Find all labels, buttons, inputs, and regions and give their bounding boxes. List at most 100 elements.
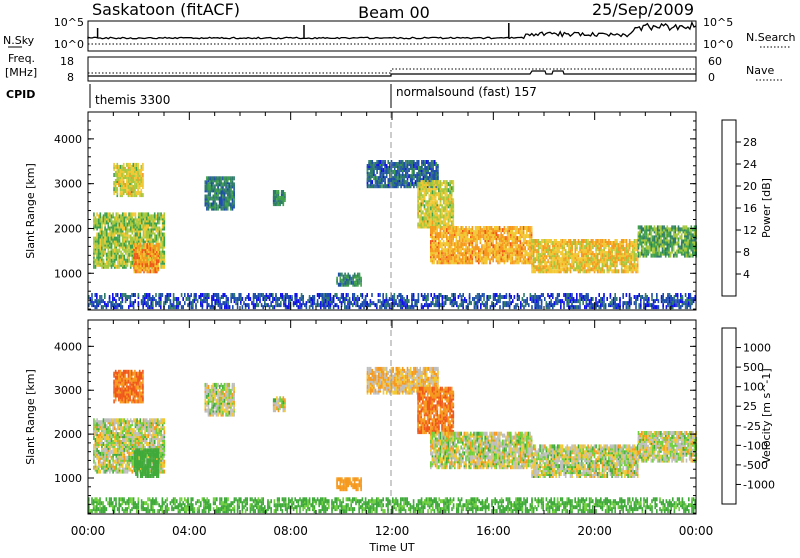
data-cell-9 bbox=[452, 242, 454, 246]
data-cell-0 bbox=[235, 297, 237, 301]
data-cell-0 bbox=[565, 297, 567, 301]
data-cell-0 bbox=[432, 297, 434, 301]
data-cell-9 bbox=[446, 252, 448, 256]
data-cell-7 bbox=[400, 160, 402, 164]
data-cell-10 bbox=[551, 239, 553, 243]
data-cell-7 bbox=[416, 166, 418, 170]
data-cell-9 bbox=[500, 232, 502, 236]
data-cell-10 bbox=[576, 261, 578, 265]
data-cell-0 bbox=[394, 293, 396, 297]
data-cell-10 bbox=[568, 239, 570, 243]
data-cell-0 bbox=[197, 299, 199, 303]
data-cell-10 bbox=[551, 249, 553, 253]
data-cell-0 bbox=[357, 295, 359, 299]
data-cell-3 bbox=[151, 243, 153, 247]
data-cell-0 bbox=[418, 297, 420, 301]
data-cell-0 bbox=[118, 303, 120, 307]
data-cell-9 bbox=[444, 248, 446, 252]
data-cell-9 bbox=[513, 226, 515, 230]
data-cell-10 bbox=[608, 239, 610, 243]
data-cell-0 bbox=[686, 297, 688, 301]
data-cell-0 bbox=[445, 295, 447, 299]
data-cell-5 bbox=[275, 198, 277, 202]
data-cell-0 bbox=[325, 305, 327, 309]
data-cell-9 bbox=[513, 252, 515, 256]
data-cell-1 bbox=[140, 225, 142, 229]
data-cell-4 bbox=[232, 180, 234, 184]
data-cell-0 bbox=[550, 299, 552, 303]
data-cell-5 bbox=[273, 190, 275, 194]
data-cell-0 bbox=[291, 295, 293, 299]
data-cell-1 bbox=[164, 216, 166, 220]
data-cell-4 bbox=[208, 176, 210, 180]
data-cell-10 bbox=[559, 241, 561, 245]
data-cell-10 bbox=[539, 265, 541, 269]
data-cell-2 bbox=[121, 165, 123, 169]
data-cell-9 bbox=[505, 228, 507, 232]
data-cell-7 bbox=[432, 160, 434, 164]
data-cell-0 bbox=[352, 293, 354, 297]
data-cell-2 bbox=[137, 187, 139, 191]
data-cell-10 bbox=[591, 239, 593, 243]
data-cell-8 bbox=[453, 180, 455, 184]
data-cell-0 bbox=[208, 293, 210, 297]
data-cell-10 bbox=[549, 255, 551, 259]
data-cell-0 bbox=[158, 293, 160, 297]
data-cell-9 bbox=[515, 226, 517, 230]
data-cell-6 bbox=[346, 275, 348, 279]
data-cell-9 bbox=[444, 252, 446, 256]
data-cell-7 bbox=[404, 184, 406, 188]
data-cell-8 bbox=[448, 210, 450, 214]
data-cell-0 bbox=[128, 305, 130, 309]
data-cell-4 bbox=[229, 188, 231, 192]
data-cell-0 bbox=[437, 299, 439, 303]
data-cell-0 bbox=[651, 293, 653, 297]
data-cell-0 bbox=[459, 293, 461, 297]
data-cell-0 bbox=[504, 301, 506, 305]
data-cell-10 bbox=[555, 239, 557, 243]
data-cell-1 bbox=[100, 218, 102, 222]
noise-panel: N.Sky 10^5 10^0 10^5 10^0 N.Search bbox=[3, 16, 796, 51]
data-cell-0 bbox=[606, 297, 608, 301]
data-cell-0 bbox=[477, 297, 479, 301]
data-cell-8 bbox=[453, 202, 455, 206]
data-cell-0 bbox=[578, 299, 580, 303]
data-cell-0 bbox=[146, 293, 148, 297]
data-cell-9 bbox=[496, 250, 498, 254]
data-cell-9 bbox=[512, 244, 514, 248]
data-cell-0 bbox=[155, 293, 157, 297]
data-cell-0 bbox=[352, 303, 354, 307]
data-cell-10 bbox=[560, 243, 562, 247]
data-cell-0 bbox=[546, 301, 548, 305]
data-cell-8 bbox=[440, 208, 442, 212]
data-cell-7 bbox=[378, 176, 380, 180]
data-cell-0 bbox=[610, 301, 612, 305]
data-cell-6 bbox=[357, 279, 359, 283]
data-cell-0 bbox=[587, 303, 589, 307]
data-cell-9 bbox=[523, 254, 525, 258]
data-cell-10 bbox=[544, 265, 546, 269]
data-cell-10 bbox=[563, 239, 565, 243]
data-cell-0 bbox=[683, 301, 685, 305]
data-cell-7 bbox=[407, 160, 409, 164]
data-cell-0 bbox=[341, 301, 343, 305]
data-cell-10 bbox=[587, 239, 589, 243]
data-cell-7 bbox=[386, 164, 388, 168]
data-cell-9 bbox=[443, 240, 445, 244]
data-cell-0 bbox=[323, 301, 325, 305]
data-cell-0 bbox=[624, 301, 626, 305]
data-cell-1 bbox=[136, 233, 138, 237]
noise-left-tick-bottom: 10^0 bbox=[54, 38, 84, 51]
data-cell-4 bbox=[217, 176, 219, 180]
data-cell-8 bbox=[443, 214, 445, 218]
data-cell-0 bbox=[258, 297, 260, 301]
data-cell-9 bbox=[481, 250, 483, 254]
data-cell-1 bbox=[132, 237, 134, 241]
data-cell-3 bbox=[140, 247, 142, 251]
data-cell-10 bbox=[576, 253, 578, 257]
data-cell-4 bbox=[221, 199, 223, 203]
data-cell-0 bbox=[389, 303, 391, 307]
data-cell-4 bbox=[224, 176, 226, 180]
beam-title: Beam 00 bbox=[358, 3, 430, 22]
data-cell-9 bbox=[531, 226, 533, 230]
